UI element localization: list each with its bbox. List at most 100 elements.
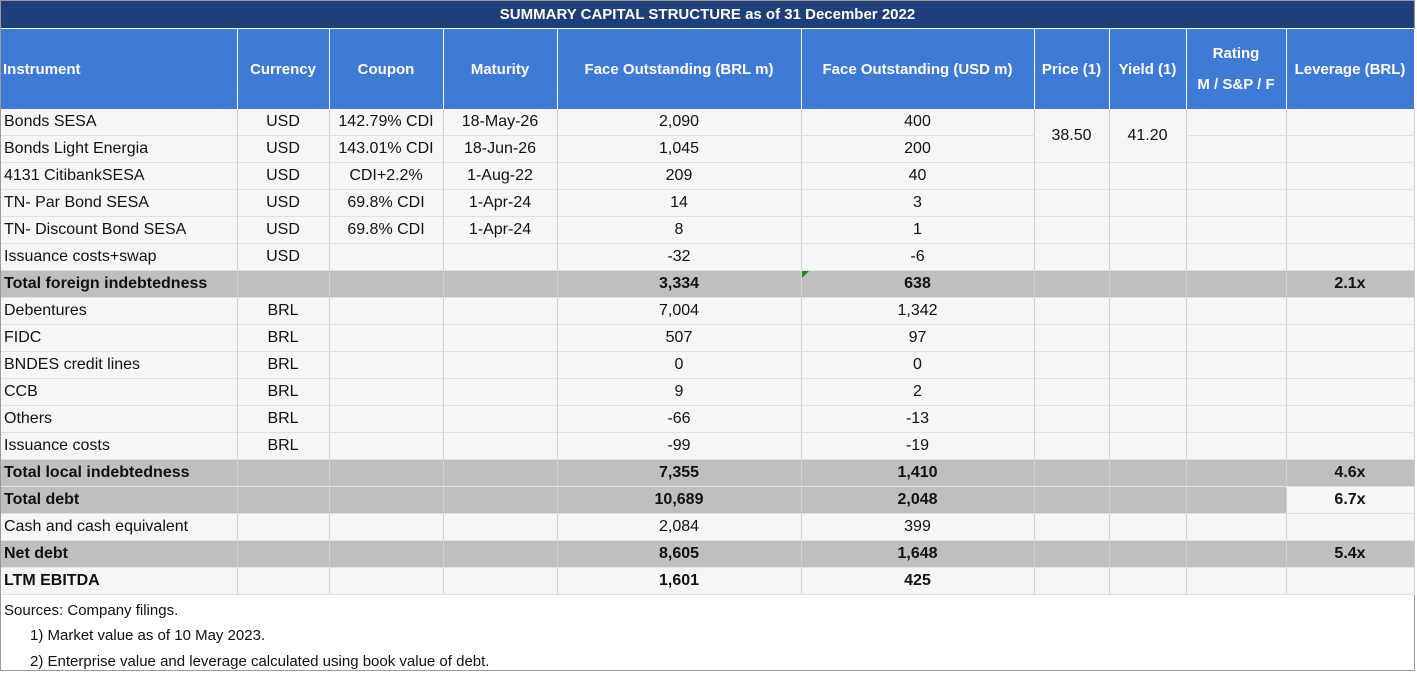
cell-yield — [1109, 513, 1187, 541]
cell-rating — [1186, 216, 1287, 244]
cell-yield — [1109, 486, 1187, 514]
cell-face-brl: 8 — [557, 216, 802, 244]
cell-currency — [237, 270, 330, 298]
cell-face-usd: 1,648 — [801, 540, 1035, 568]
cell-leverage — [1286, 162, 1415, 190]
cell-yield — [1109, 432, 1187, 460]
cell-price — [1034, 459, 1110, 487]
rating-agencies-label: M / S&P / F — [1197, 76, 1275, 93]
cell-currency: USD — [237, 216, 330, 244]
table-row: Cash and cash equivalent 2,084 399 — [1, 513, 1415, 541]
cell-coupon — [329, 486, 444, 514]
cell-currency: BRL — [237, 351, 330, 379]
cell-price — [1034, 297, 1110, 325]
cell-instrument: Net debt — [1, 540, 238, 568]
cell-rating — [1186, 432, 1287, 460]
cell-currency: USD — [237, 189, 330, 217]
cell-yield — [1109, 189, 1187, 217]
cell-bond-yield: 41.20 — [1109, 109, 1187, 163]
cell-price — [1034, 378, 1110, 406]
cell-maturity — [443, 432, 558, 460]
cell-face-brl: 2,084 — [557, 513, 802, 541]
cell-maturity — [443, 351, 558, 379]
col-header-face-usd: Face Outstanding (USD m) — [801, 29, 1035, 109]
cell-yield — [1109, 216, 1187, 244]
cell-price — [1034, 513, 1110, 541]
rating-header-label: Rating — [1212, 45, 1260, 62]
table-row: Debentures BRL 7,004 1,342 — [1, 297, 1415, 325]
cell-rating — [1186, 243, 1287, 271]
cell-face-usd: -13 — [801, 405, 1035, 433]
cell-maturity: 1-Aug-22 — [443, 162, 558, 190]
cell-price — [1034, 540, 1110, 568]
cell-coupon — [329, 324, 444, 352]
cell-coupon: 142.79% CDI — [329, 109, 444, 136]
cell-instrument: Bonds Light Energia — [1, 135, 238, 163]
cell-face-usd: 1 — [801, 216, 1035, 244]
cell-coupon — [329, 351, 444, 379]
cell-face-brl: -99 — [557, 432, 802, 460]
footnote-1: 1) Market value as of 10 May 2023. — [30, 627, 266, 644]
cell-leverage: 2.1x — [1286, 270, 1415, 298]
cell-rating — [1186, 513, 1287, 541]
cell-coupon — [329, 297, 444, 325]
cell-maturity — [443, 378, 558, 406]
cell-instrument: TN- Discount Bond SESA — [1, 216, 238, 244]
cell-face-usd: 40 — [801, 162, 1035, 190]
cell-yield — [1109, 567, 1187, 595]
cell-rating — [1186, 540, 1287, 568]
cell-face-usd: 638 — [801, 270, 1035, 298]
cell-rating — [1186, 109, 1287, 136]
cell-face-brl: 9 — [557, 378, 802, 406]
header-row: Instrument Currency Coupon Maturity Face… — [1, 29, 1415, 109]
cell-maturity — [443, 405, 558, 433]
cell-leverage: 4.6x — [1286, 459, 1415, 487]
cell-face-brl: 209 — [557, 162, 802, 190]
cell-leverage — [1286, 567, 1415, 595]
cell-instrument: Others — [1, 405, 238, 433]
cell-leverage — [1286, 378, 1415, 406]
cell-currency — [237, 540, 330, 568]
cell-face-usd: 3 — [801, 189, 1035, 217]
cell-face-brl: 8,605 — [557, 540, 802, 568]
cell-coupon — [329, 567, 444, 595]
cell-coupon — [329, 405, 444, 433]
cell-face-brl: 507 — [557, 324, 802, 352]
cell-face-brl: 7,004 — [557, 297, 802, 325]
cell-price — [1034, 486, 1110, 514]
cell-leverage — [1286, 297, 1415, 325]
cell-leverage — [1286, 513, 1415, 541]
cell-leverage — [1286, 405, 1415, 433]
cell-yield — [1109, 405, 1187, 433]
cell-face-brl: 7,355 — [557, 459, 802, 487]
table-row: TN- Discount Bond SESA USD 69.8% CDI 1-Apr-… — [1, 216, 1415, 244]
cell-price — [1034, 351, 1110, 379]
cell-instrument: BNDES credit lines — [1, 351, 238, 379]
table-row: LTM EBITDA 1,601 425 — [1, 567, 1415, 595]
cell-rating — [1186, 567, 1287, 595]
cell-leverage — [1286, 216, 1415, 244]
cell-coupon: 143.01% CDI — [329, 135, 444, 163]
cell-yield — [1109, 540, 1187, 568]
cell-instrument: Debentures — [1, 297, 238, 325]
table-row: Others BRL -66 -13 — [1, 405, 1415, 433]
cell-rating — [1186, 378, 1287, 406]
cell-face-usd: 2,048 — [801, 486, 1035, 514]
cell-maturity — [443, 459, 558, 487]
cell-leverage — [1286, 351, 1415, 379]
cell-currency: BRL — [237, 378, 330, 406]
cell-currency: BRL — [237, 405, 330, 433]
cell-face-brl: 1,045 — [557, 135, 802, 163]
cell-rating — [1186, 189, 1287, 217]
cell-face-brl: 2,090 — [557, 109, 802, 136]
cell-price — [1034, 432, 1110, 460]
cell-instrument: CCB — [1, 378, 238, 406]
cell-coupon: CDI+2.2% — [329, 162, 444, 190]
table-row: TN- Par Bond SESA USD 69.8% CDI 1-Apr-24 14 3 — [1, 189, 1415, 217]
cell-price — [1034, 567, 1110, 595]
cell-face-usd: -19 — [801, 432, 1035, 460]
cell-face-usd: 425 — [801, 567, 1035, 595]
cell-currency — [237, 567, 330, 595]
cell-yield — [1109, 351, 1187, 379]
